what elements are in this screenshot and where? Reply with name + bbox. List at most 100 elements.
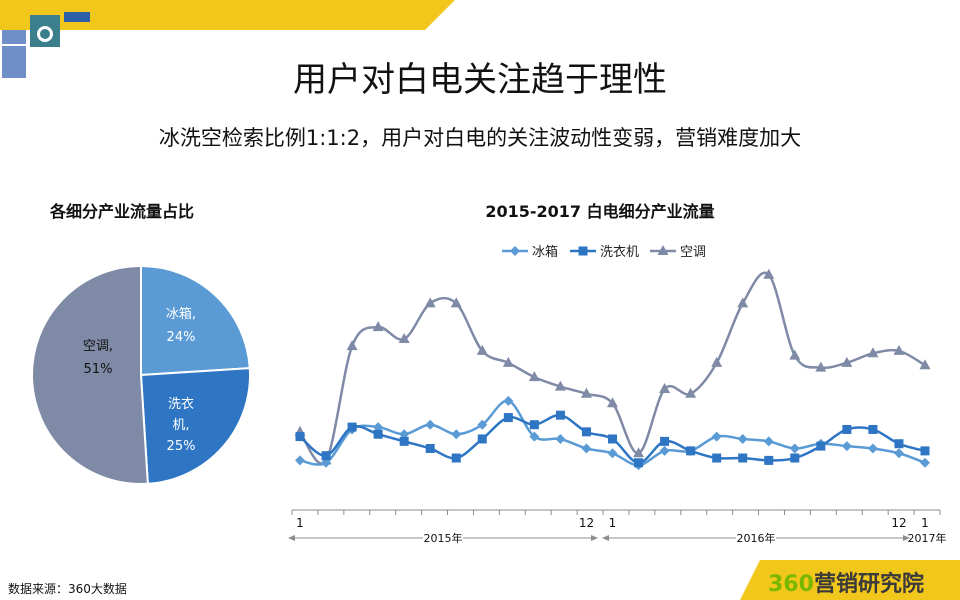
legend-marker-1 (578, 246, 588, 256)
pie-label-1: 洗衣机, 25% (167, 396, 196, 454)
pie-label-2: 空调, 51% (83, 339, 113, 377)
series-0-point-6 (451, 429, 462, 440)
series-0-point-17 (737, 433, 748, 444)
series-0-point-7 (477, 419, 488, 430)
series-2-point-2 (346, 340, 358, 351)
x-tick-label-3: 12 (891, 516, 906, 530)
series-2-point-6 (450, 297, 462, 308)
pie-chart: 冰箱, 24% 洗衣机, 25% 空调, 51% (31, 264, 251, 485)
series-0-point-11 (581, 443, 592, 454)
series-0-point-8 (503, 395, 514, 406)
series-0-point-24 (920, 457, 930, 468)
year-arrow-left-1 (602, 535, 609, 541)
legend-marker-2 (657, 245, 669, 255)
logo-yellow-band (740, 560, 960, 600)
legend-label-2: 空调 (680, 245, 706, 260)
year-arrow-left-0 (288, 535, 295, 541)
series-0-point-23 (893, 448, 904, 459)
series-2-point-3 (372, 321, 384, 332)
series-2-point-11 (580, 387, 592, 398)
series-1-point-23 (894, 439, 904, 449)
top-yellow-band (0, 0, 455, 30)
series-2-point-13 (633, 447, 645, 458)
pie-slice-2 (31, 264, 149, 485)
year-label-2: 2017年 (908, 531, 947, 545)
series-2-point-7 (476, 344, 488, 355)
series-1-point-10 (555, 410, 565, 420)
logo-number: 360 (768, 572, 814, 597)
legend-label-0: 冰箱 (532, 244, 558, 260)
series-2-point-20 (815, 361, 827, 372)
series-2-point-5 (424, 297, 436, 308)
series-2-point-19 (789, 349, 801, 360)
series-1-point-0 (295, 432, 305, 442)
pie-label-0: 冰箱, 24% (166, 306, 196, 345)
series-2-point-16 (711, 356, 723, 367)
series-0-point-9 (529, 431, 540, 442)
series-0-point-0 (295, 455, 305, 466)
series-2-point-18 (763, 268, 775, 279)
x-tick-label-4: 1 (921, 516, 929, 530)
series-1-point-18 (764, 455, 774, 465)
year-label-0: 2015年 (424, 531, 463, 545)
series-1-point-19 (790, 453, 800, 463)
series-0-point-16 (711, 431, 722, 442)
line-chart: 冰箱 洗衣机 空调 1 12 1 12 1 2015年 2016年 2017年 (288, 244, 947, 545)
series-1-point-11 (581, 427, 591, 437)
series-1-point-1 (321, 451, 331, 461)
series-2-point-14 (659, 383, 671, 393)
series-0-point-4 (399, 429, 410, 440)
series-2-point-4 (398, 333, 410, 344)
series-2-point-17 (737, 297, 749, 308)
series-1-point-17 (738, 453, 748, 463)
decorative-icons (2, 12, 90, 78)
data-source-note: 数据来源：360大数据 (8, 582, 127, 596)
series-1-point-20 (816, 441, 826, 451)
series-2-point-23 (893, 344, 905, 355)
series-0-point-21 (841, 441, 852, 452)
pie-slice-1 (139, 367, 251, 485)
x-tick-label-0: 1 (296, 516, 304, 530)
series-1-point-24 (920, 446, 930, 456)
series-1-point-6 (451, 453, 461, 463)
series-1-point-5 (425, 444, 435, 453)
x-tick-label-2: 1 (609, 516, 617, 530)
series-2-point-24 (919, 359, 931, 370)
series-2-point-8 (502, 356, 514, 367)
series-1-point-8 (503, 413, 513, 423)
series-1-point-2 (347, 422, 357, 432)
series-1-point-15 (686, 446, 696, 456)
series-0-point-5 (425, 419, 436, 430)
series-2-point-15 (685, 387, 697, 398)
series-1-point-22 (868, 424, 878, 434)
series-1-point-13 (634, 458, 644, 468)
page-subtitle: 冰洗空检索比例1:1:2，用户对白电的关注波动性变弱，营销难度加大 (158, 126, 802, 150)
series-1-point-12 (608, 434, 617, 444)
series-1-point-16 (712, 453, 722, 463)
legend-label-1: 洗衣机 (600, 244, 639, 260)
series-1-point-14 (660, 436, 670, 446)
series-1-point-4 (399, 436, 409, 446)
legend-marker-0 (510, 246, 520, 256)
year-label-1: 2016年 (737, 531, 776, 545)
series-0-point-10 (555, 433, 566, 444)
logo-label: 营销研究院 (813, 572, 924, 597)
series-2-point-12 (607, 397, 618, 408)
series-2-point-21 (841, 356, 853, 367)
page-title: 用户对白电关注趋于理性 (293, 60, 667, 100)
pie-slice-0 (140, 264, 251, 377)
series-0-point-1 (321, 457, 332, 468)
series-0-point-14 (659, 445, 670, 456)
series-1-point-21 (842, 424, 852, 434)
series-1-point-7 (477, 434, 487, 444)
series-0-point-12 (607, 448, 618, 459)
series-2-point-22 (867, 347, 879, 358)
year-arrow-right-0 (591, 535, 598, 541)
series-0-point-3 (373, 422, 384, 433)
series-1-point-9 (529, 420, 539, 430)
logo: 360营销研究院 (768, 566, 924, 598)
series-0-point-22 (867, 443, 878, 454)
year-arrow-right-1 (903, 535, 910, 541)
series-1-point-3 (373, 429, 383, 439)
series-0-point-18 (763, 436, 774, 447)
